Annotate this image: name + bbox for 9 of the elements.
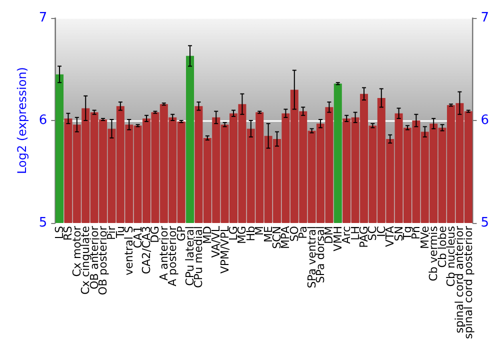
y2-tick-label: 6 bbox=[480, 113, 490, 128]
y-tick-label: 7 bbox=[38, 10, 48, 26]
y-axis-title: Log2 (expression) bbox=[15, 67, 29, 174]
y2-tick-label: 5 bbox=[480, 216, 490, 231]
y-tick-label: 5 bbox=[38, 216, 48, 231]
y2-tick-label: 7 bbox=[480, 10, 490, 26]
y-tick-label: 6 bbox=[38, 113, 48, 128]
x-tick-label: A posterior bbox=[166, 226, 180, 286]
x-tick-label: OB posterior bbox=[96, 226, 110, 296]
